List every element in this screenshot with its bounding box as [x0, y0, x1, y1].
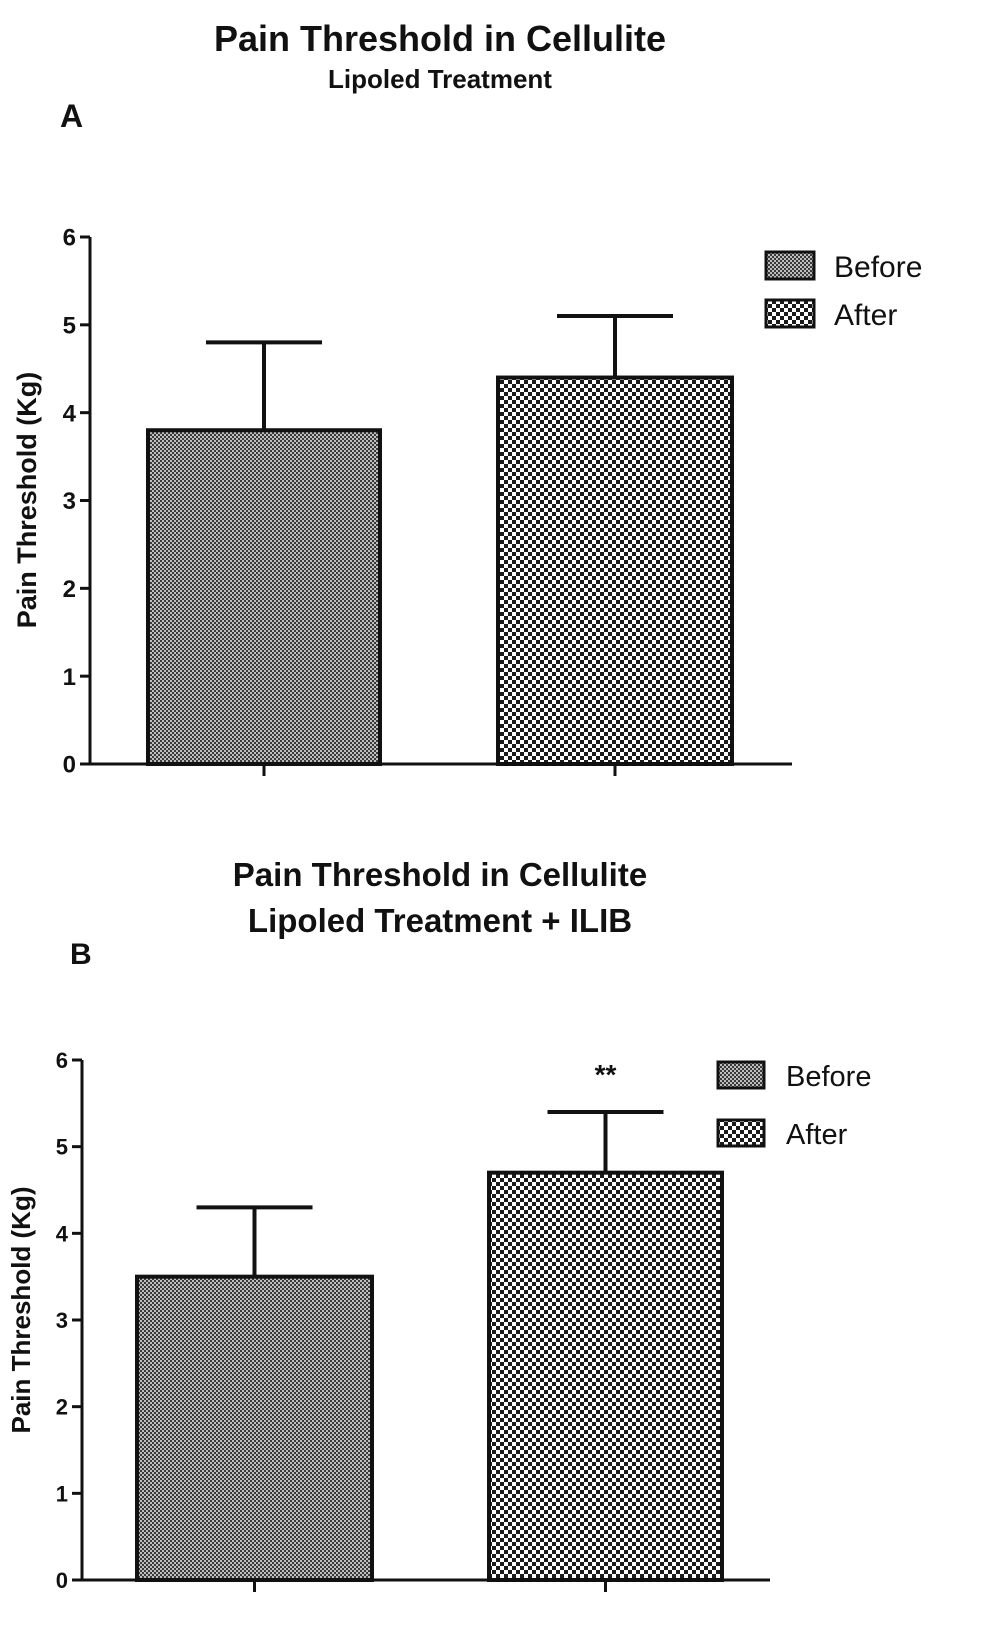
bar-chart-b: ** 0 1 2 3 4 5 6 Pain Threshold (Kg) Before After — [6, 1048, 871, 1593]
panel-letter: A — [60, 98, 84, 134]
chart-subtitle: Lipoled Treatment + ILIB — [247, 902, 633, 939]
y-tick-label: 3 — [63, 488, 76, 515]
bar-after — [487, 1170, 724, 1582]
chart-title: Pain Threshold in Cellulite — [213, 18, 667, 59]
y-tick-label: 5 — [56, 1135, 68, 1160]
y-tick-label: 2 — [63, 576, 76, 603]
bar-before — [135, 1274, 374, 1582]
bar-before — [146, 428, 382, 766]
y-tick-label: 4 — [56, 1221, 69, 1246]
legend-swatch — [764, 298, 816, 329]
y-tick-label: 6 — [56, 1048, 68, 1073]
chart-panel-b: Pain Threshold in Cellulite Lipoled Trea… — [0, 830, 992, 1649]
y-tick-label: 3 — [56, 1308, 68, 1333]
y-tick-label: 2 — [56, 1395, 68, 1420]
bar-chart-a: 0 1 2 3 4 5 6 Pain Threshold (Kg) Before After — [12, 225, 922, 779]
legend-swatch — [716, 1060, 766, 1090]
chart-title: Pain Threshold in Cellulite — [232, 856, 648, 893]
bar-after — [496, 375, 734, 766]
y-tick-label: 6 — [63, 225, 76, 252]
chart-panel-a: Pain Threshold in Cellulite Lipoled Trea… — [12, 18, 922, 779]
y-axis-label: Pain Threshold (Kg) — [6, 1187, 36, 1434]
y-axis-label: Pain Threshold (Kg) — [12, 372, 42, 629]
legend-swatch — [716, 1118, 766, 1148]
significance-annotation: ** — [595, 1059, 617, 1090]
legend-label: After — [834, 299, 897, 332]
y-tick-label: 1 — [63, 664, 76, 691]
legend-label: Before — [786, 1061, 871, 1093]
legend-swatch — [764, 250, 816, 281]
y-tick-label: 0 — [63, 752, 76, 779]
legend-label: After — [786, 1119, 848, 1151]
y-tick-label: 5 — [63, 312, 76, 339]
y-tick-label: 4 — [63, 400, 77, 427]
panel-letter: B — [70, 938, 92, 971]
chart-subtitle: Lipoled Treatment — [328, 64, 552, 94]
y-tick-label: 1 — [56, 1481, 68, 1506]
legend-label: Before — [834, 251, 922, 284]
y-tick-label: 0 — [56, 1568, 68, 1593]
